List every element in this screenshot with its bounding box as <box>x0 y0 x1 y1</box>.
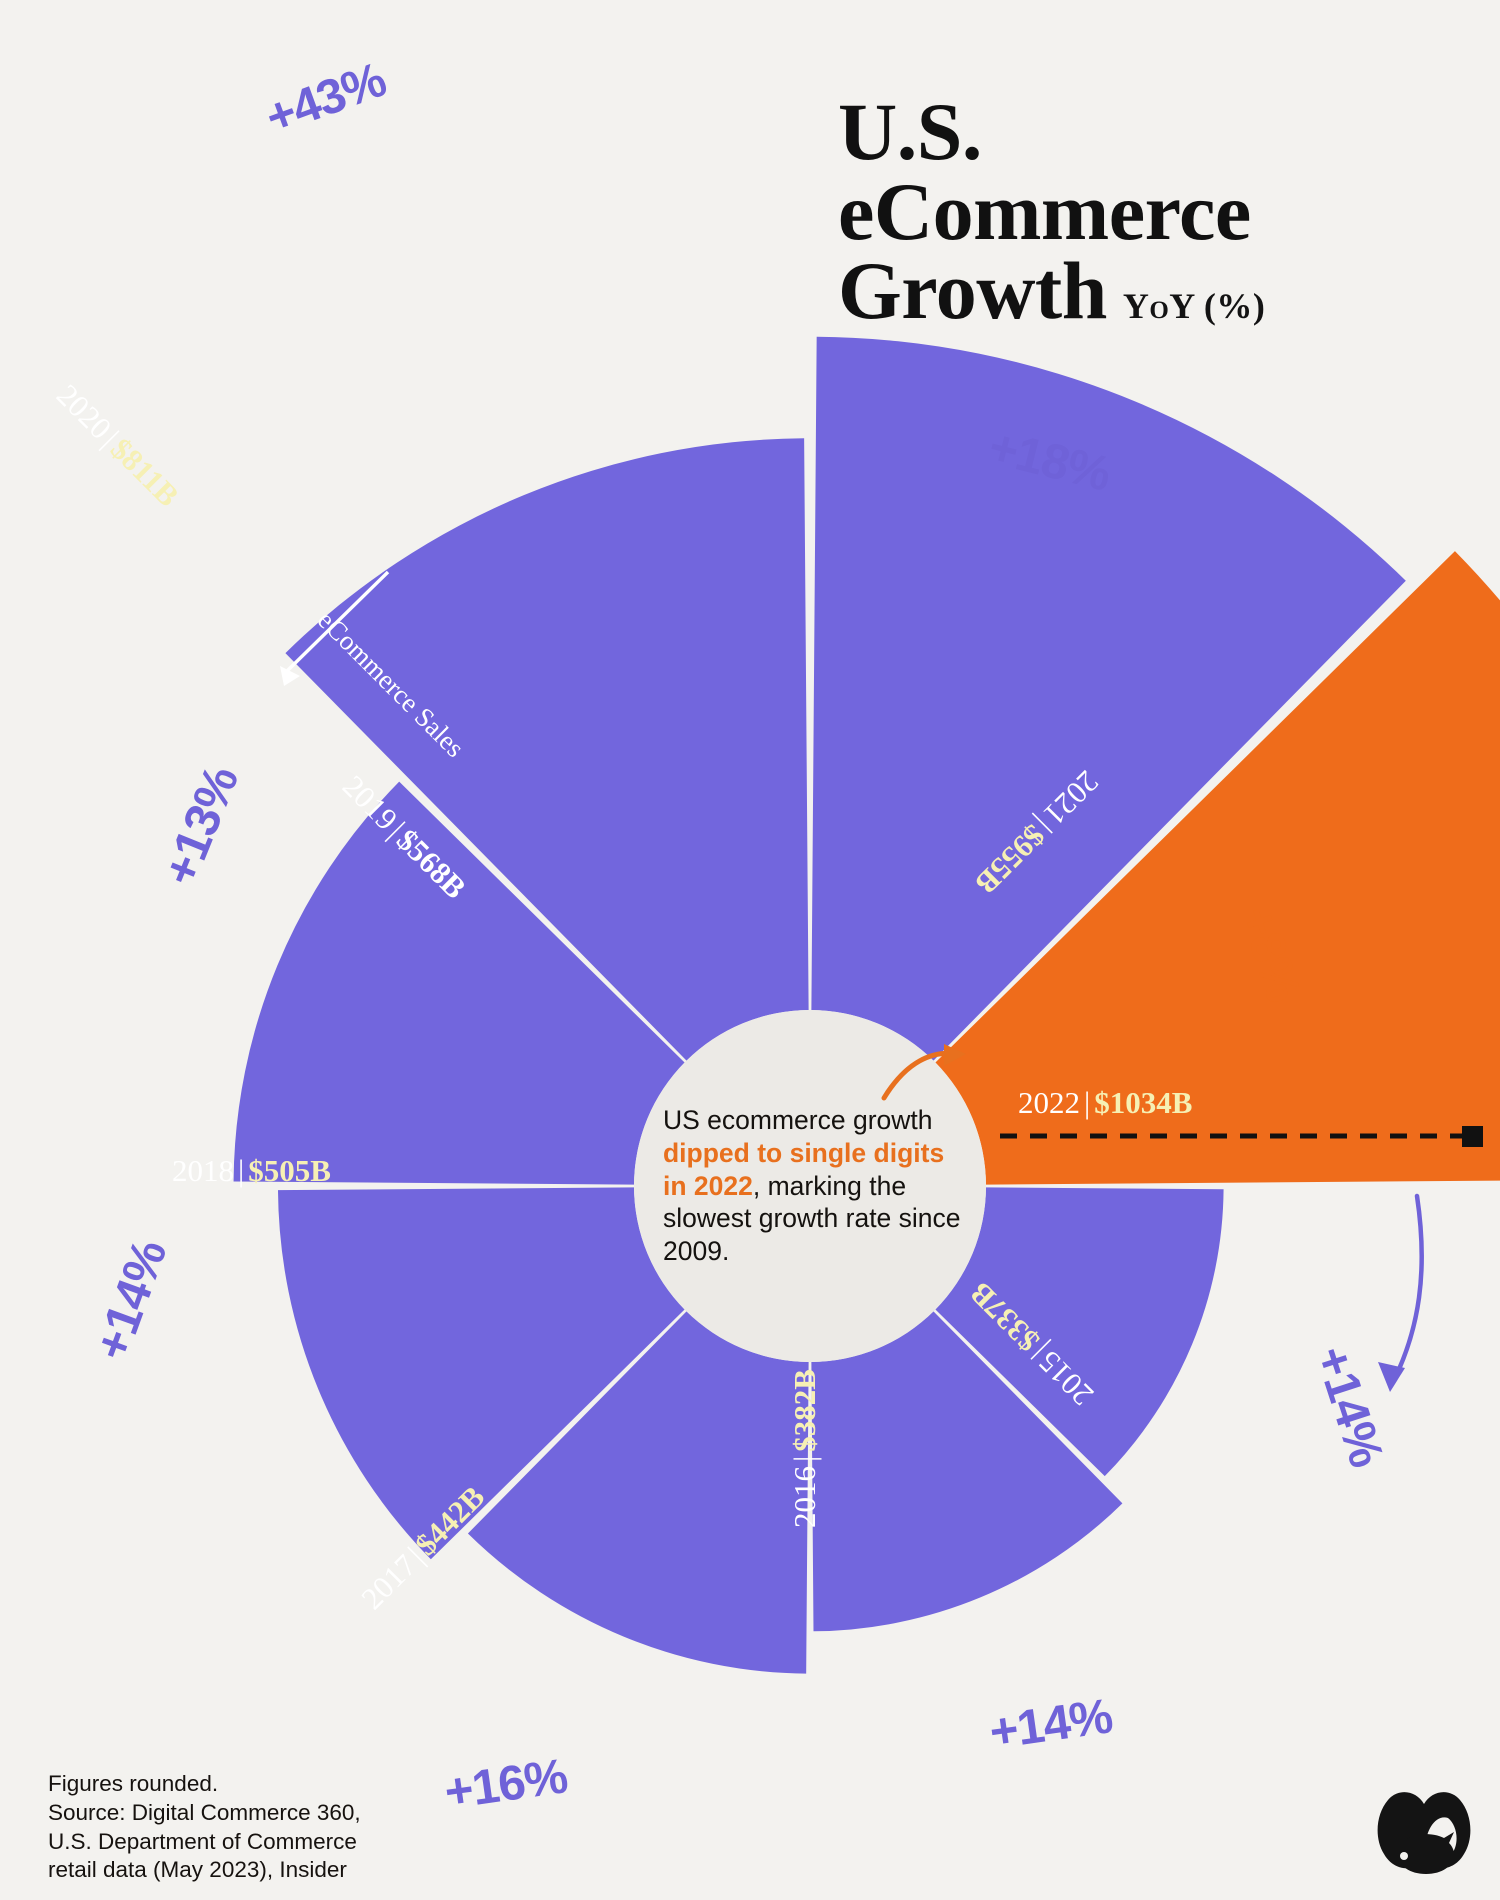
title-yoy-suffix: YoY (%) <box>1122 286 1266 327</box>
wedge-label-separator: | <box>787 1455 822 1462</box>
leader-arrow-head <box>280 666 300 686</box>
wedge-2017 <box>467 1311 809 1674</box>
rotation-arrow-head-icon <box>1378 1362 1405 1392</box>
title-line-3: Growth <box>838 245 1107 337</box>
wedge-label-year: 2022 <box>1018 1085 1080 1120</box>
wedge-label-separator: | <box>1084 1085 1091 1120</box>
baseline-endpoint-icon <box>1462 1126 1483 1147</box>
wedge-label-value: $505B <box>248 1153 331 1188</box>
wedge-label-separator: | <box>238 1153 245 1188</box>
wedge-label-2016: 2016 | $382B <box>787 1369 823 1528</box>
baseline-and-rotation-arrow <box>1000 1126 1483 1392</box>
callout-highlight: dipped to single digits in 2022 <box>663 1137 945 1201</box>
wedge-label-2018: 2018 | $505B <box>172 1153 331 1189</box>
curved-rotation-arrow-icon <box>1388 1193 1424 1389</box>
logo-coin-slot <box>1400 1852 1408 1860</box>
footer-source-note: Figures rounded. Source: Digital Commerc… <box>48 1770 488 1885</box>
callout-part-1: US ecommerce growth <box>663 1104 933 1135</box>
wedge-2015 <box>935 1187 1224 1477</box>
wedge-2020 <box>285 438 809 1061</box>
title-line-1: U.S. <box>838 86 982 177</box>
title-line-3-row: Growth YoY (%) <box>838 245 1458 337</box>
wedge-2021 <box>811 336 1406 1061</box>
wedge-group <box>233 336 1500 1674</box>
curved-arrow-icon <box>881 1044 966 1101</box>
wedge-2016 <box>811 1311 1123 1632</box>
footer-line-3: U.S. Department of Commerce <box>48 1828 357 1854</box>
footer-line-1: Figures rounded. <box>48 1771 219 1796</box>
page-title: U.S. eCommerce Growth YoY (%) <box>838 86 1458 337</box>
wedge-label-value: $382B <box>787 1369 822 1452</box>
footer-line-4: retail data (May 2023), Insider <box>48 1857 347 1883</box>
logo-piggybank <box>1398 1832 1454 1874</box>
leader-line <box>284 570 390 674</box>
binoculars-piggybank-logo-icon <box>1377 1792 1471 1874</box>
callout-part-2: , marking the slowest growth rate since … <box>663 1170 961 1267</box>
leader-line-arrow-icon <box>280 570 390 686</box>
center-callout: US ecommerce growth dipped to single dig… <box>634 1010 986 1362</box>
wedge-label-2022: 2022 | $1034B <box>1018 1085 1192 1121</box>
wedge-2022 <box>935 551 1500 1185</box>
footer-line-2: Source: Digital Commerce 360, <box>48 1799 361 1825</box>
callout-arrow-head <box>944 1044 966 1066</box>
wedge-2018 <box>277 1187 685 1560</box>
wedge-label-value: $1034B <box>1094 1085 1193 1120</box>
title-line-2: eCommerce <box>838 165 1251 257</box>
wedge-label-year: 2016 <box>787 1466 822 1528</box>
wedge-label-year: 2018 <box>172 1153 234 1188</box>
callout-text: US ecommerce growth dipped to single dig… <box>657 1104 963 1268</box>
wedge-2019 <box>233 781 685 1185</box>
